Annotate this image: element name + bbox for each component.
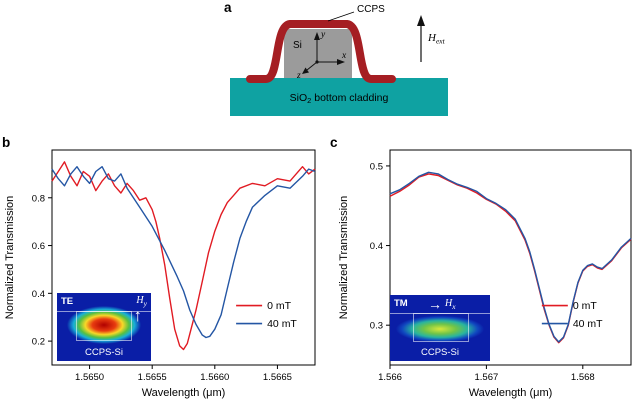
h-ext-label: Hext <box>427 32 446 46</box>
x-axis-label: Wavelength (μm) <box>469 387 553 399</box>
waveguide-core-outline <box>413 313 469 342</box>
x-tick-label: 1.5665 <box>263 372 292 383</box>
ccps-pointer-line <box>327 11 355 22</box>
tm-mode-profile <box>394 314 486 343</box>
te-mode-profile <box>64 305 144 345</box>
cladding-label: SiO2 bottom cladding <box>290 92 389 105</box>
transmission-chart-te: 1.5650 1.5655 1.5660 1.5665 0.2 0.4 0.6 0.8 Wave… <box>4 149 316 399</box>
x-axis-label: Wavelength (μm) <box>142 387 226 399</box>
transmission-chart-tm: 1.566 1.567 1.568 0.3 0.4 0.5 Wavelength (μm) N… <box>338 149 632 399</box>
legend-label: 0 mT <box>573 300 598 312</box>
x-tick-label: 1.567 <box>475 372 499 383</box>
h-ext-arrowhead-icon <box>417 15 425 26</box>
h-x-field-label: Hx <box>445 297 456 311</box>
y-tick-label: 0.6 <box>32 241 45 252</box>
inset-caption: CCPS-Si <box>84 347 123 358</box>
y-tick-label: 0.3 <box>370 321 383 332</box>
ccps-label: CCPS <box>357 4 385 15</box>
tm-mode-inset: TM → Hx CCPS-Si <box>390 295 490 361</box>
y-tick-label: 0.4 <box>32 289 45 300</box>
sio2-cladding <box>230 78 448 116</box>
series-line-40-mT <box>389 171 632 343</box>
y-tick-label: 0.8 <box>32 193 45 204</box>
legend-label: 0 mT <box>267 300 292 312</box>
plot-frame <box>389 149 632 366</box>
x-axis-letter: x <box>341 51 347 61</box>
device-schematic: CCPS Si SiO2 bottom cladding y x z Hext <box>230 4 448 116</box>
z-axis-letter: z <box>296 71 301 81</box>
y-arrowhead-icon <box>314 32 320 40</box>
legend-label: 40 mT <box>267 318 297 330</box>
x-tick-label: 1.5655 <box>138 372 167 383</box>
series-line-40-mT <box>51 166 316 339</box>
y-axis-label: Normalized Transmission <box>338 196 350 319</box>
x-tick-label: 1.568 <box>571 372 595 383</box>
z-arrowhead-icon <box>302 67 309 74</box>
x-tick-label: 1.5650 <box>75 372 104 383</box>
y-tick-label: 0.4 <box>370 241 383 252</box>
si-label: Si <box>293 40 302 51</box>
mode-label: TE <box>61 296 74 307</box>
inset-caption: CCPS-Si <box>420 347 459 358</box>
legend-label: 40 mT <box>573 318 603 330</box>
panel-label-a: a <box>224 0 232 15</box>
ccps-film <box>246 20 396 83</box>
mode-label: TM <box>394 298 408 309</box>
y-tick-label: 0.2 <box>32 337 45 348</box>
y-tick-label: 0.5 <box>370 161 383 172</box>
x-arrowhead-icon <box>337 59 345 65</box>
h-y-field-label: Hy <box>136 295 147 308</box>
series-line-0-mT <box>51 161 316 351</box>
axes-origin-dot <box>315 60 319 64</box>
waveguide-core-outline <box>75 310 133 342</box>
x-tick-label: 1.5660 <box>200 372 229 383</box>
panel-label-c: c <box>330 135 338 150</box>
y-axis-letter: y <box>320 30 326 40</box>
right-arrow-icon: → <box>428 296 442 312</box>
te-mode-inset: TE Hy ↑ CCPS-Si <box>57 293 151 361</box>
panel-label-b: b <box>2 135 11 150</box>
x-tick-label: 1.566 <box>378 372 402 383</box>
up-arrow-icon: ↑ <box>133 306 143 325</box>
z-axis-arrow <box>306 61 318 71</box>
plot-frame <box>51 149 316 366</box>
y-axis-label: Normalized Transmission <box>4 196 16 319</box>
